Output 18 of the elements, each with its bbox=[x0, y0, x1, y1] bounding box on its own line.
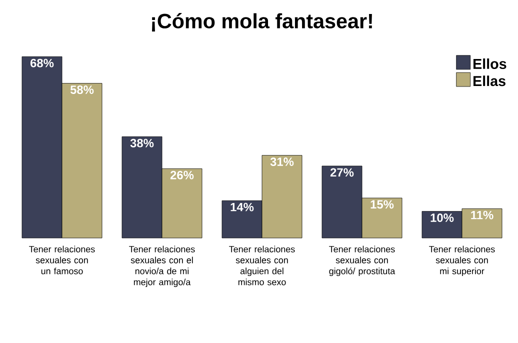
data-label: 38% bbox=[130, 138, 154, 148]
data-label: 10% bbox=[430, 214, 454, 222]
data-label: 31% bbox=[270, 158, 294, 166]
data-label: 14% bbox=[230, 202, 254, 212]
data-label: 58% bbox=[70, 86, 94, 94]
data-label: 27% bbox=[330, 168, 354, 177]
data-label: 68% bbox=[30, 58, 54, 68]
legend-label: Ellos bbox=[473, 58, 506, 69]
data-label: 26% bbox=[170, 170, 194, 180]
x-tick-label: Tener relaciones sexuales con gigoló/ prostituta bbox=[329, 246, 396, 276]
x-tick-label: Tener relaciones sexuales con un famoso bbox=[29, 246, 95, 274]
chart-title: ¡Cómo mola fantasear! bbox=[152, 13, 372, 32]
x-tick-label: Tener relaciones sexuales con el novio/a de mi mejor amigo/a bbox=[129, 246, 195, 288]
legend-label: Ellas bbox=[473, 76, 506, 86]
data-label: 11% bbox=[471, 210, 494, 220]
x-tick-label: Tener relaciones sexuales con mi superior bbox=[429, 246, 495, 276]
data-label: 15% bbox=[370, 200, 394, 209]
x-tick-label: Tener relaciones sexuales con alguien del mismo sexo bbox=[229, 246, 295, 286]
